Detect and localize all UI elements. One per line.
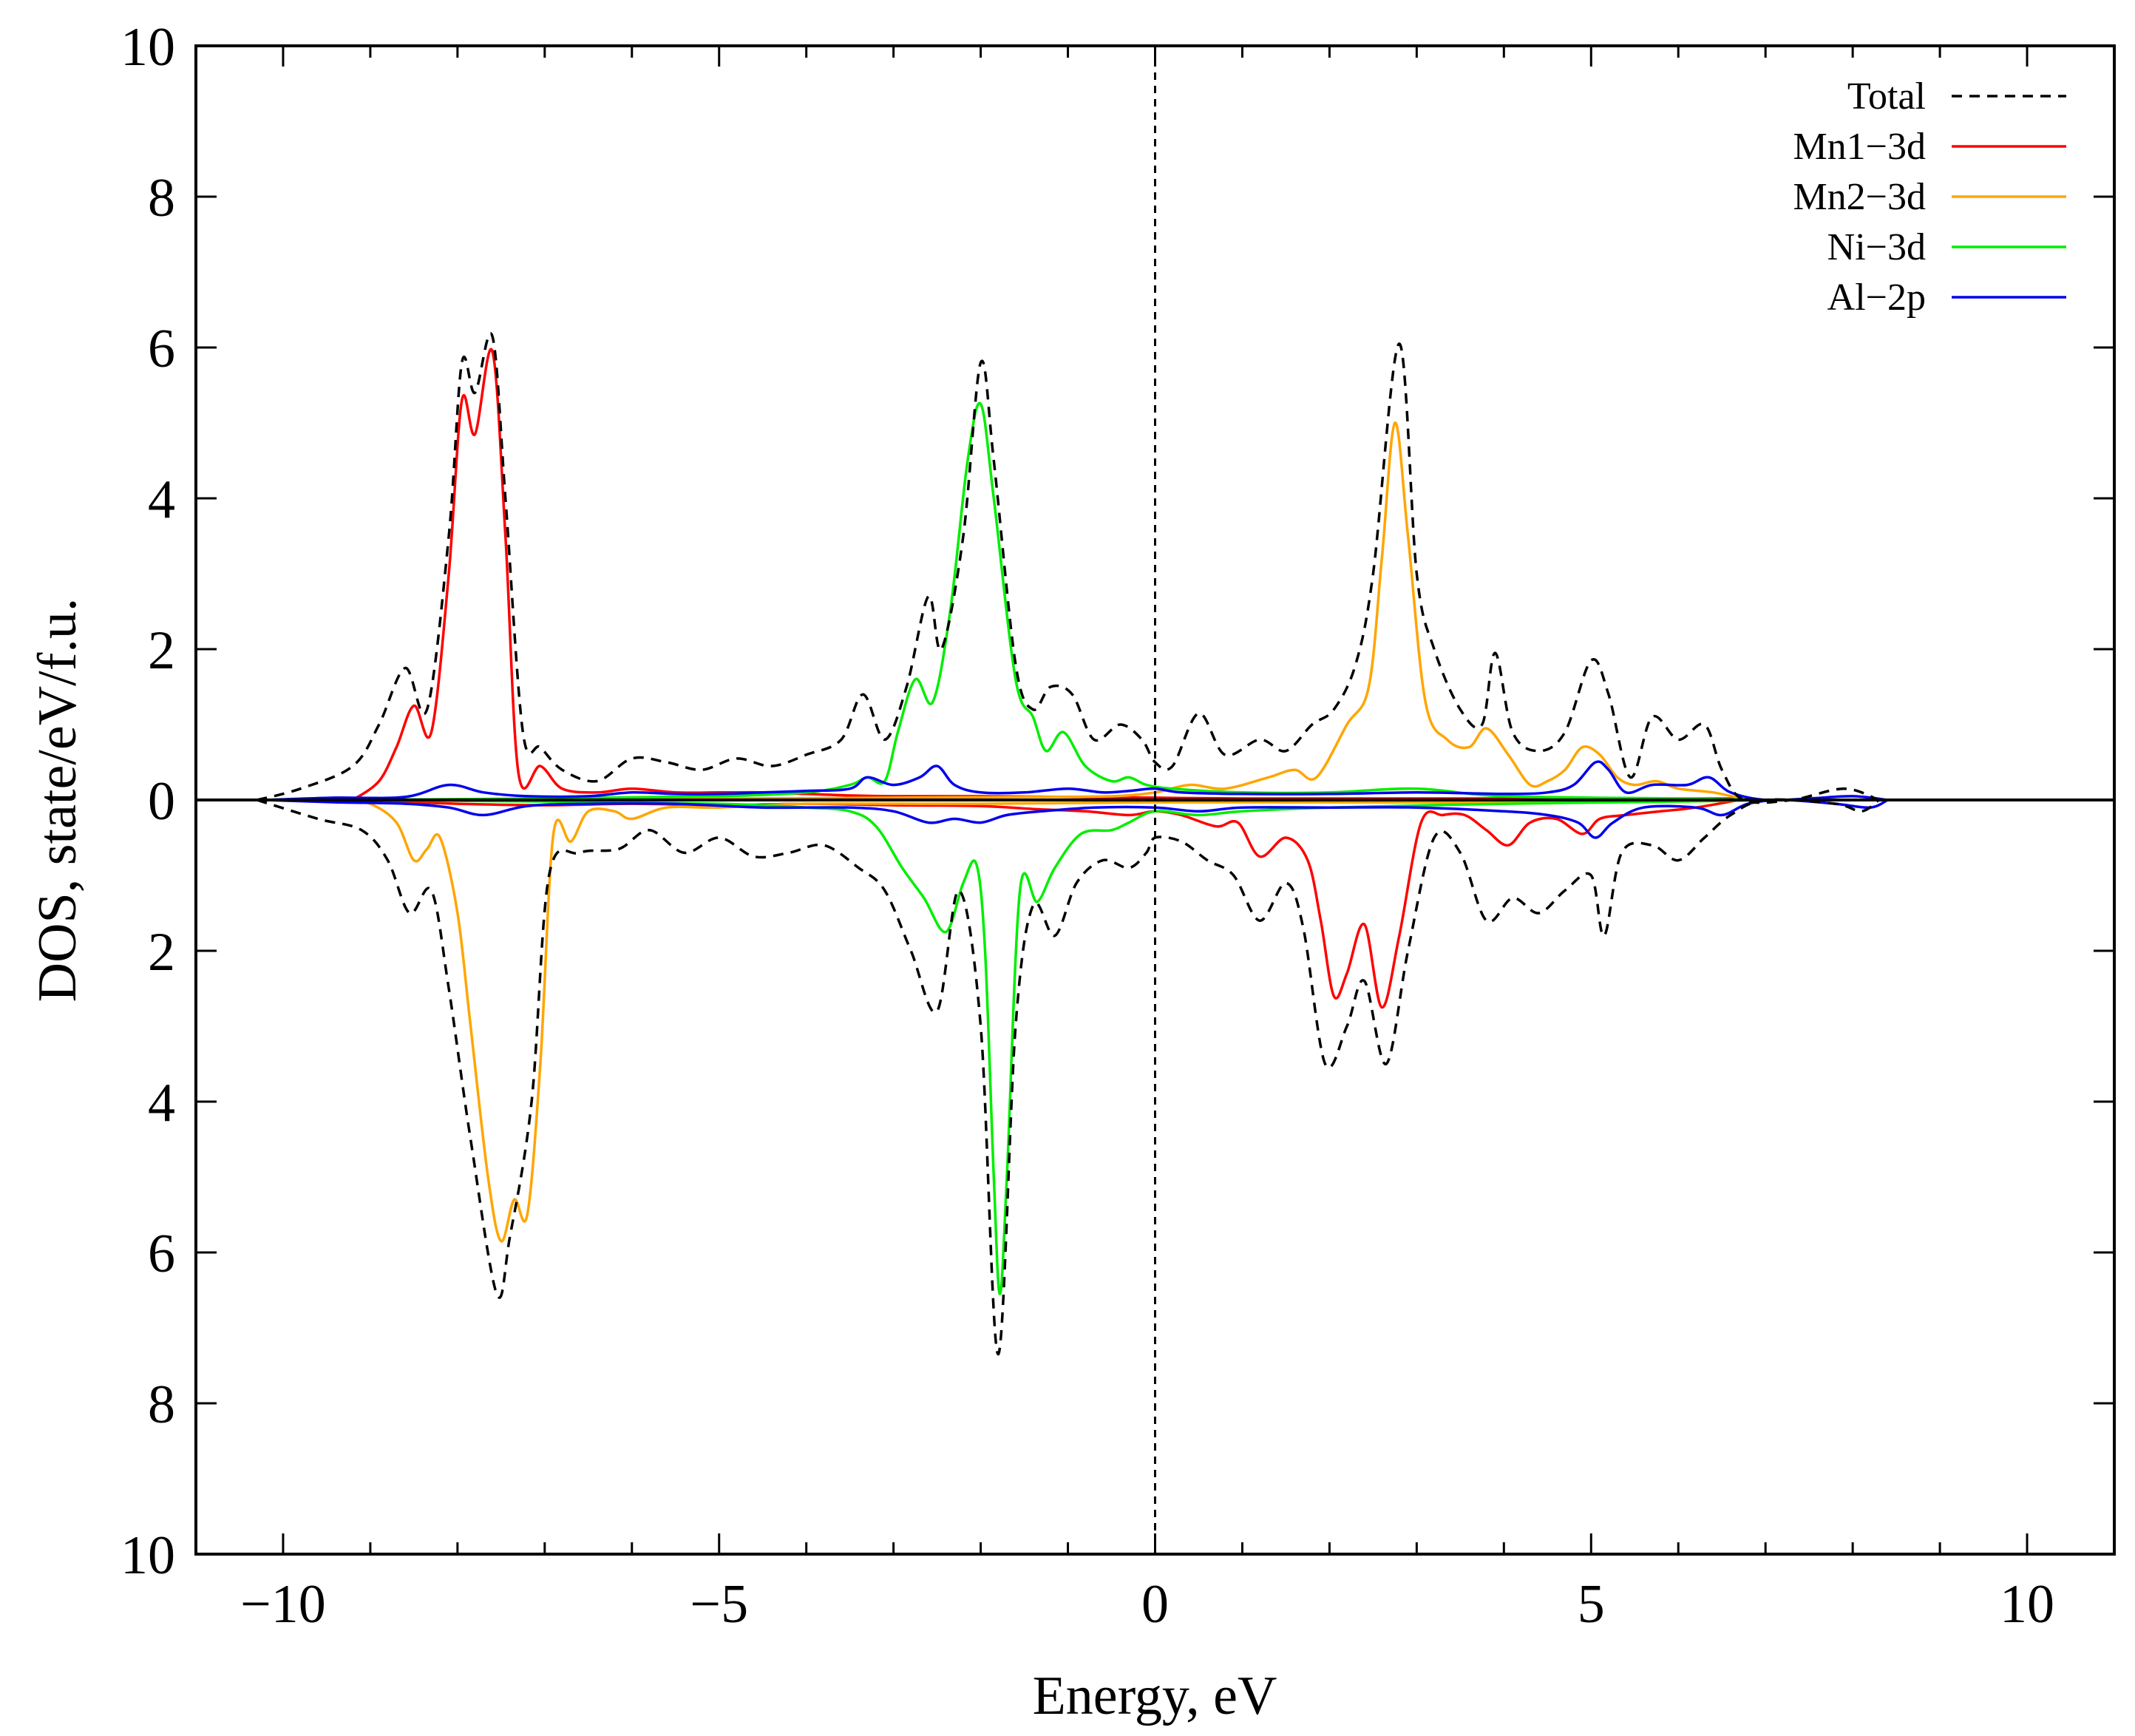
y-tick-label: 2: [148, 922, 175, 983]
series-line-al-2p-up: [265, 760, 1888, 802]
legend-label: Total: [1847, 75, 1926, 118]
y-tick-label: 10: [121, 17, 175, 78]
y-tick-label: 4: [148, 1073, 175, 1133]
y-tick-label: 8: [148, 168, 175, 228]
legend-label: Mn1−3d: [1793, 126, 1926, 168]
series-line-mn2-3d-down: [344, 799, 1766, 1243]
series-line-al-2p-down: [265, 799, 1889, 839]
x-tick-label: 0: [1141, 1574, 1169, 1635]
y-tick-label: 6: [148, 1224, 175, 1284]
y-tick-label: 4: [148, 469, 175, 530]
y-tick-label: 0: [148, 771, 175, 832]
series-line-total-up: [257, 332, 1880, 804]
plot-frame: [194, 44, 2116, 1556]
y-axis-title: DOS, state/eV/f.u.: [27, 598, 88, 1003]
y-tick-label: 6: [148, 319, 175, 379]
series-line-total-down: [257, 798, 1880, 1356]
x-axis-title: Energy, eV: [1033, 1666, 1277, 1726]
y-tick-label: 8: [148, 1374, 175, 1435]
legend-label: Mn2−3d: [1793, 176, 1926, 218]
x-tick-label: −5: [690, 1574, 748, 1635]
series-line-ni-3d-up: [326, 401, 1766, 801]
y-tick-label: 2: [148, 620, 175, 681]
legend: Total Mn1−3d Mn2−3d Ni−3d Al−2p: [1793, 75, 2066, 319]
x-tick-label: 10: [2000, 1574, 2054, 1635]
x-tick-label: 5: [1578, 1574, 1605, 1635]
series-line-ni-3d-down: [326, 799, 1766, 1295]
legend-label: Al−2p: [1827, 277, 1926, 319]
y-tick-label: 10: [121, 1525, 175, 1586]
x-tick-label: −10: [240, 1574, 326, 1635]
series-line-mn2-3d-up: [370, 421, 1748, 801]
legend-label: Ni−3d: [1827, 226, 1926, 268]
